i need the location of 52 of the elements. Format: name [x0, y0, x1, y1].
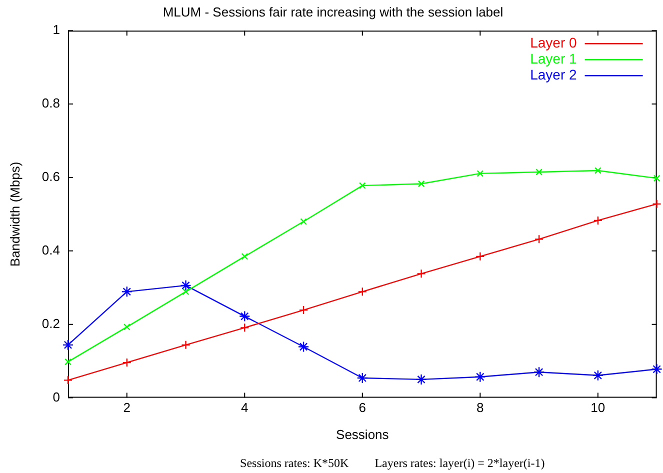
point [653, 174, 660, 182]
point [418, 180, 425, 188]
y-tick-label: 0 [52, 389, 60, 404]
point [474, 371, 486, 382]
point [182, 288, 190, 296]
legend-label: Layer 1 [530, 50, 578, 66]
x-tick-label: 4 [241, 400, 248, 416]
point [594, 167, 602, 174]
x-tick-label: 2 [123, 400, 130, 416]
point [592, 370, 604, 381]
point [63, 376, 73, 385]
x-tick-label: 8 [476, 400, 484, 416]
point [123, 324, 130, 330]
point [476, 170, 484, 177]
point [358, 182, 366, 189]
point [121, 286, 132, 298]
point [534, 234, 544, 244]
point [241, 253, 248, 260]
x-tick-label: 6 [358, 400, 366, 416]
point [300, 218, 307, 225]
text: Layers rates: layer(i) = 2*layer(i-1) [374, 456, 545, 470]
point [298, 305, 308, 315]
y-axis-title: Bandwidth (Mbps) [7, 162, 22, 267]
point [416, 269, 426, 278]
point [358, 287, 367, 296]
point [652, 199, 662, 209]
point [62, 339, 74, 351]
point [122, 358, 132, 368]
x-axis-title: Sessions [336, 426, 390, 442]
point [476, 252, 485, 262]
y-tick-label: 0.8 [42, 96, 60, 111]
point [536, 168, 542, 176]
point [416, 374, 427, 386]
point [356, 372, 368, 384]
point [239, 310, 250, 322]
chart-title: MLUM - Sessions fair rate increasing with the session label [162, 4, 504, 20]
point [593, 216, 603, 226]
point [180, 280, 192, 292]
y-tick-label: 0.2 [42, 316, 60, 331]
point [64, 358, 72, 366]
legend-label: Layer 0 [530, 34, 578, 50]
legend-label: Layer 2 [530, 66, 578, 82]
point [651, 364, 662, 375]
x-tick-label: 10 [590, 400, 606, 416]
y-tick-label: 0.6 [42, 169, 60, 184]
point [181, 340, 190, 350]
y-tick-label: 1 [52, 22, 60, 38]
point [240, 323, 250, 332]
text: Sessions rates: K*50K [240, 456, 350, 470]
y-tick-label: 0.4 [42, 242, 60, 258]
point [298, 341, 310, 352]
point [533, 366, 545, 378]
